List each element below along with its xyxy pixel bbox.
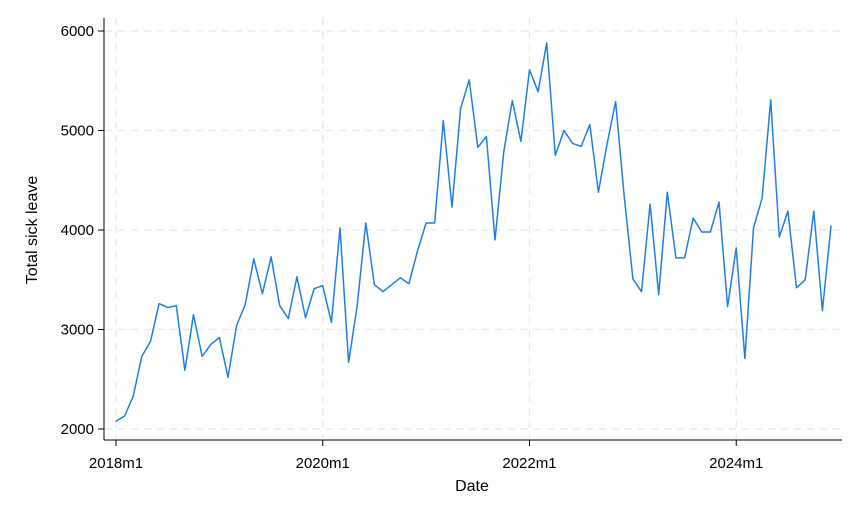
y-tick-label: 5000 bbox=[61, 123, 94, 140]
y-axis-ticks: 2000 3000 4000 5000 6000 bbox=[61, 23, 104, 438]
y-axis-title: Total sick leave bbox=[24, 176, 41, 285]
y-tick-label: 4000 bbox=[61, 222, 94, 239]
grid-lines bbox=[105, 18, 842, 439]
x-tick-label: 2020m1 bbox=[296, 455, 350, 472]
axes bbox=[103, 18, 842, 441]
x-axis-title: Date bbox=[455, 478, 489, 495]
x-tick-label: 2022m1 bbox=[502, 455, 556, 472]
x-axis-ticks: 2018m1 2020m1 2022m1 2024m1 bbox=[89, 440, 763, 472]
y-tick-label: 3000 bbox=[61, 322, 94, 339]
y-tick-label: 2000 bbox=[61, 421, 94, 438]
x-tick-label: 2024m1 bbox=[709, 455, 763, 472]
series-layer bbox=[115, 42, 832, 422]
y-tick-label: 6000 bbox=[61, 23, 94, 40]
x-tick-label: 2018m1 bbox=[89, 455, 143, 472]
series-line-0 bbox=[115, 42, 832, 422]
